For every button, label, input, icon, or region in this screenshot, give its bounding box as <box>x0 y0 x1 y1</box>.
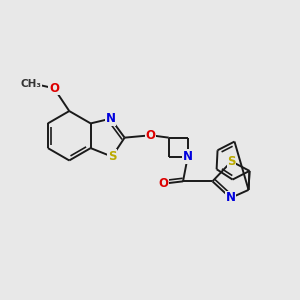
Text: S: S <box>227 155 236 168</box>
Text: CH₃: CH₃ <box>21 80 42 89</box>
Text: O: O <box>146 129 156 142</box>
Text: S: S <box>108 150 116 163</box>
Text: O: O <box>49 82 59 95</box>
Text: N: N <box>106 112 116 125</box>
Text: O: O <box>158 177 168 190</box>
Text: N: N <box>183 150 193 163</box>
Text: N: N <box>226 191 236 205</box>
